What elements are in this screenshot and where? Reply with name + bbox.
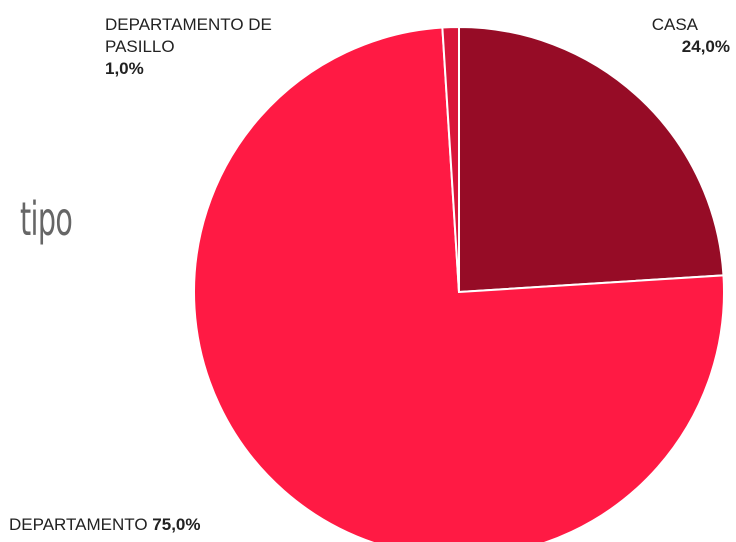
slice-label: CASA 24,0% [620, 14, 730, 58]
pie-slice [458, 25, 725, 294]
slice-label: DEPARTAMENTO 75,0% [9, 514, 349, 536]
category-label: DEPARTAMENTO [9, 515, 148, 534]
pie-slice [193, 26, 725, 542]
chart-title: tipo [20, 192, 73, 246]
slice-label: DEPARTAMENTO DE PASILLO 1,0% [105, 14, 305, 80]
value-label: 75,0% [152, 515, 201, 534]
category-label: CASA [651, 15, 698, 34]
value-label: 24,0% [681, 37, 730, 56]
value-label: 1,0% [105, 59, 144, 78]
pie-slice [441, 25, 460, 293]
category-label: DEPARTAMENTO DE PASILLO [105, 15, 272, 56]
